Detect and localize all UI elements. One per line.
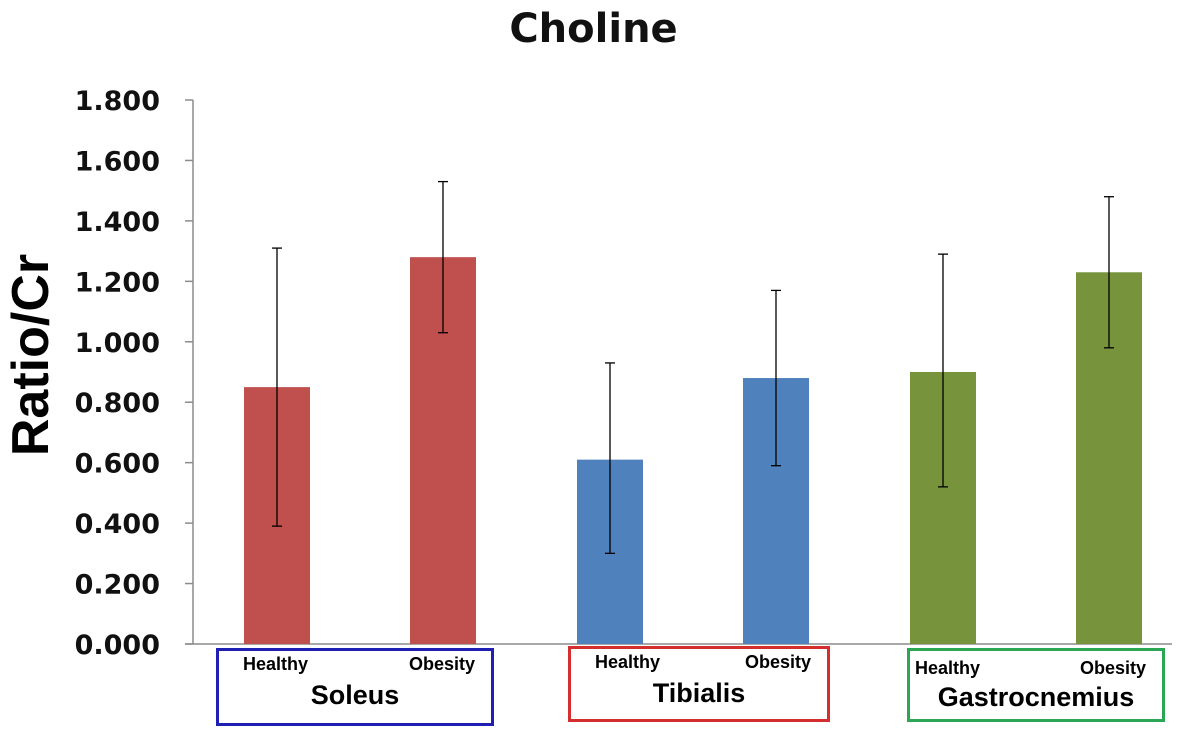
x-sub-label: Obesity	[745, 652, 812, 672]
group-box-tibialis	[568, 646, 830, 722]
x-sub-label: Healthy	[243, 654, 309, 674]
y-tick-label: 0.400	[75, 509, 160, 540]
group-label-soleus: Soleus	[310, 680, 400, 710]
group-label-tibialis: Tibialis	[652, 678, 746, 708]
y-tick-label: 0.600	[75, 449, 160, 480]
y-tick-label: 1.800	[75, 86, 160, 117]
x-sub-label: Healthy	[595, 652, 661, 672]
y-tick-label: 0.200	[75, 570, 160, 601]
y-tick-label: 0.800	[75, 388, 160, 419]
y-tick-label: 0.000	[75, 630, 160, 661]
y-tick-label: 1.400	[75, 207, 160, 238]
y-tick-label: 1.600	[75, 146, 160, 177]
x-sub-label: Obesity	[409, 654, 476, 674]
group-box-soleus	[216, 648, 494, 726]
chart-title: Choline	[509, 6, 678, 52]
x-sub-label: Obesity	[1080, 658, 1147, 678]
group-label-gastrocnemius: Gastrocnemius	[937, 682, 1135, 712]
y-tick-label: 1.000	[75, 328, 160, 359]
x-sub-label: Healthy	[915, 658, 981, 678]
y-tick-label: 1.200	[75, 267, 160, 298]
group-box-gastrocnemius	[907, 648, 1165, 722]
